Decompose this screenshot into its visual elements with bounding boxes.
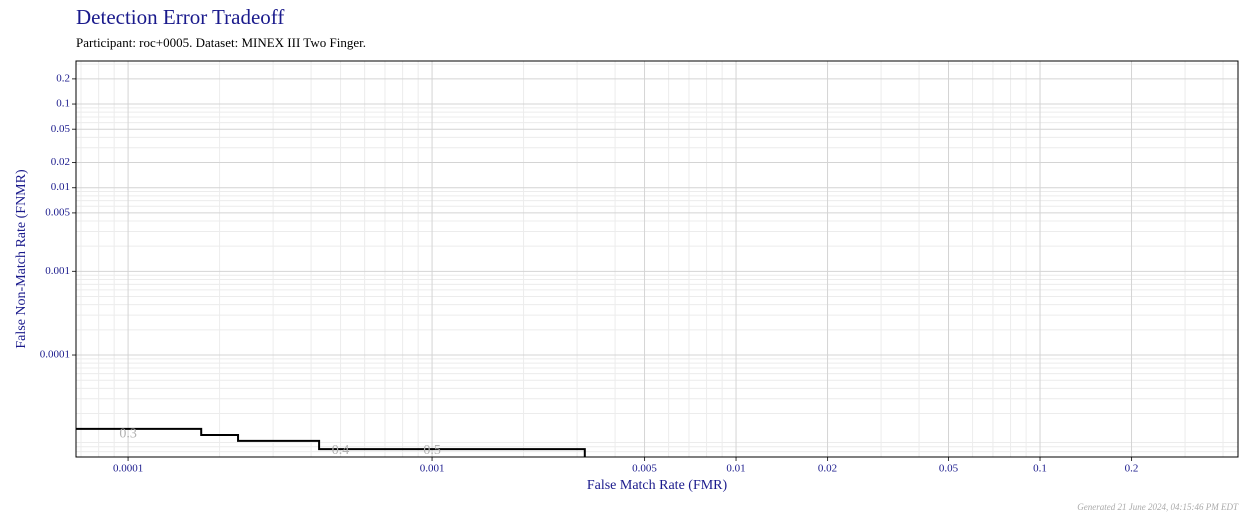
y-tick-label: 0.2: [56, 72, 70, 84]
y-tick-label: 0.02: [51, 156, 70, 168]
y-tick-label: 0.1: [56, 98, 70, 110]
x-tick-label: 0.1: [1033, 463, 1047, 475]
x-tick-label: 0.2: [1125, 463, 1139, 475]
x-tick-label: 0.05: [939, 463, 959, 475]
y-tick-label: 0.005: [45, 206, 70, 218]
x-tick-label: 0.02: [818, 463, 837, 475]
x-tick-label: 0.01: [726, 463, 745, 475]
plot-border: [75, 60, 1239, 458]
y-tick-label: 0.01: [51, 181, 70, 193]
x-tick-label: 0.001: [420, 463, 445, 475]
y-tick-label: 0.0001: [40, 349, 70, 361]
x-tick-label: 0.0001: [113, 463, 143, 475]
x-axis-label: False Match Rate (FMR): [587, 478, 728, 493]
threshold-label: 0.5: [423, 443, 441, 458]
x-tick-label: 0.005: [632, 463, 657, 475]
threshold-label: 0.4: [332, 443, 350, 458]
footer: Generated 21 June 2024, 04:15:46 PM EDT: [1077, 502, 1239, 512]
y-tick-label: 0.05: [51, 123, 71, 135]
threshold-label: 0.3: [119, 426, 137, 441]
chart-title: Detection Error Tradeoff: [76, 5, 284, 29]
det-curve: [76, 427, 586, 457]
y-axis-label: False Non-Match Rate (FNMR): [14, 169, 29, 349]
chart-subtitle: Participant: roc+0005. Dataset: MINEX II…: [76, 35, 366, 50]
y-tick-label: 0.001: [45, 265, 70, 277]
